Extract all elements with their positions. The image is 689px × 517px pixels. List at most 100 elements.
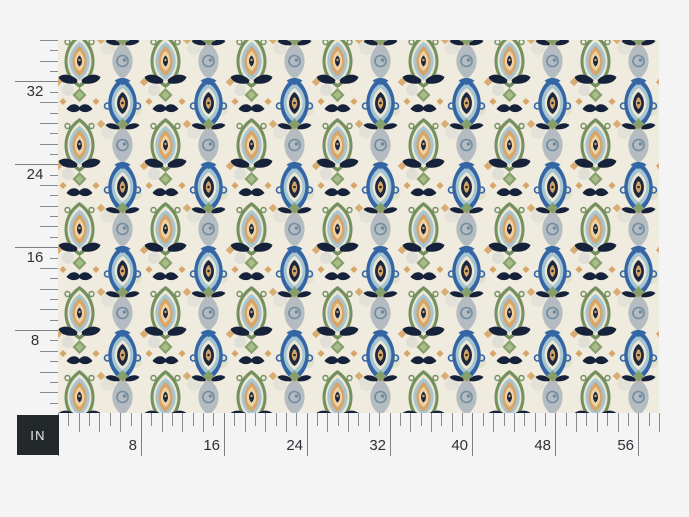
ruler-label: 32: [26, 83, 44, 100]
ruler-tick: [50, 216, 58, 217]
ruler-tick: [586, 413, 587, 426]
ruler-label: 56: [617, 437, 634, 454]
ruler-tick: [265, 413, 266, 432]
ruler-tick: [40, 351, 58, 352]
ruler-tick: [286, 413, 287, 432]
ruler-tick: [50, 382, 58, 383]
ruler-tick: [50, 403, 58, 404]
ruler-tick: [307, 413, 308, 456]
ruler-label: 24: [26, 166, 44, 183]
ruler-tick: [162, 413, 163, 432]
ruler-tick: [50, 258, 58, 259]
ruler-tick: [40, 40, 58, 41]
ruler-tick: [40, 226, 58, 227]
ruler-tick: [15, 164, 58, 165]
ruler-tick: [493, 413, 494, 432]
ruler-tick: [68, 413, 69, 426]
ruler-tick: [576, 413, 577, 432]
ruler-tick: [504, 413, 505, 426]
ruler-tick: [50, 133, 58, 134]
ruler-tick: [203, 413, 204, 432]
ruler-tick: [452, 413, 453, 432]
ruler-tick: [659, 413, 660, 432]
ruler-tick: [15, 330, 58, 331]
ruler-tick: [15, 81, 58, 82]
ruler-tick: [358, 413, 359, 426]
ruler-tick: [369, 413, 370, 432]
ruler-tick: [421, 413, 422, 426]
ruler-tick: [50, 237, 58, 238]
vertical-ruler: 8 16 24 32: [15, 40, 58, 413]
ruler-tick: [172, 413, 173, 426]
ruler-tick: [462, 413, 463, 426]
ruler-tick: [245, 413, 246, 432]
ruler-tick: [379, 413, 380, 426]
ruler-tick: [50, 50, 58, 51]
ruler-tick: [618, 413, 619, 432]
ruler-label: 16: [26, 249, 44, 266]
ruler-tick: [50, 175, 58, 176]
ruler-label: 40: [451, 437, 468, 454]
horizontal-ruler: 8 16 24 32 40 48 56: [58, 413, 660, 463]
ruler-tick: [255, 413, 256, 426]
ruler-tick: [535, 413, 536, 432]
ruler-tick: [410, 413, 411, 432]
ruler-tick: [224, 413, 225, 456]
ruler-tick: [390, 413, 391, 456]
ruler-label: 48: [534, 437, 551, 454]
ruler-tick: [40, 185, 58, 186]
ruler-tick: [99, 413, 100, 432]
ruler-tick: [40, 289, 58, 290]
ruler-tick: [348, 413, 349, 432]
ruler-tick: [566, 413, 567, 426]
unit-label: IN: [30, 427, 46, 443]
ruler-tick: [327, 413, 328, 432]
ruler-tick: [40, 61, 58, 62]
ruler-tick: [50, 340, 58, 341]
ruler-tick: [40, 123, 58, 124]
ruler-tick: [524, 413, 525, 426]
ruler-tick: [110, 413, 111, 426]
ruler-tick: [597, 413, 598, 432]
ruler-tick: [649, 413, 650, 426]
ruler-tick: [213, 413, 214, 426]
ruler-tick: [182, 413, 183, 432]
ruler-tick: [50, 320, 58, 321]
ruler-tick: [50, 71, 58, 72]
ruler-tick: [40, 268, 58, 269]
ruler-tick: [131, 413, 132, 426]
ruler-tick: [514, 413, 515, 432]
unit-toggle[interactable]: IN: [17, 415, 59, 455]
ruler-tick: [40, 372, 58, 373]
ruler-tick: [141, 413, 142, 456]
ruler-tick: [89, 413, 90, 426]
fabric-pattern-svg: [58, 40, 659, 413]
ruler-tick: [193, 413, 194, 426]
ruler-tick: [40, 144, 58, 145]
ruler-tick: [441, 413, 442, 426]
ruler-tick: [628, 413, 629, 426]
ruler-tick: [638, 413, 639, 456]
ruler-tick: [40, 206, 58, 207]
ruler-label: 16: [203, 437, 220, 454]
ruler-tick: [472, 413, 473, 456]
ruler-tick: [296, 413, 297, 426]
ruler-tick: [431, 413, 432, 432]
ruler-tick: [40, 102, 58, 103]
ruler-tick: [234, 413, 235, 426]
ruler-tick: [120, 413, 121, 432]
ruler-tick: [15, 247, 58, 248]
ruler-tick: [607, 413, 608, 426]
ruler-tick: [545, 413, 546, 426]
ruler-tick: [79, 413, 80, 432]
ruler-label: 32: [369, 437, 386, 454]
ruler-tick: [50, 154, 58, 155]
ruler-tick: [50, 278, 58, 279]
ruler-label: 8: [30, 332, 40, 349]
ruler-label: 8: [128, 437, 137, 454]
ruler-tick: [555, 413, 556, 456]
ruler-tick: [40, 392, 58, 393]
ruler-tick: [50, 195, 58, 196]
ruler-tick: [151, 413, 152, 426]
